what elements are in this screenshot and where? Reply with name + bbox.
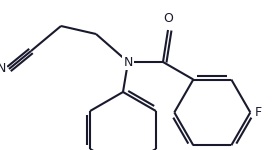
Text: O: O [163, 12, 173, 25]
Text: N: N [0, 63, 6, 75]
Text: N: N [123, 56, 133, 69]
Text: F: F [254, 106, 261, 119]
